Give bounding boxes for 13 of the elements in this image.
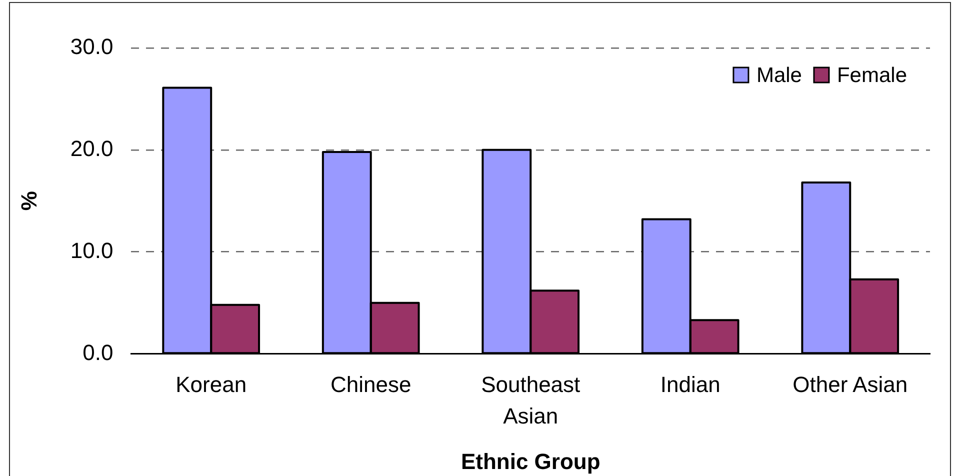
x-tick-label: Chinese — [330, 372, 412, 397]
legend-label: Female — [836, 64, 908, 87]
y-tick-label: 20.0 — [70, 136, 114, 161]
x-tick-label: Southeast Asian — [481, 372, 580, 429]
legend-label: Male — [756, 64, 802, 87]
y-tick-label: 30.0 — [70, 34, 114, 60]
x-tick-label: Korean — [176, 372, 247, 397]
y-axis-title: % — [16, 191, 42, 211]
x-tick-label: Indian — [660, 372, 720, 397]
x-axis-title: Ethnic Group — [460, 448, 600, 474]
y-tick-label: 0.0 — [82, 340, 114, 365]
x-tick-label: Other Asian — [792, 372, 908, 397]
y-tick-label: 10.0 — [70, 238, 114, 263]
